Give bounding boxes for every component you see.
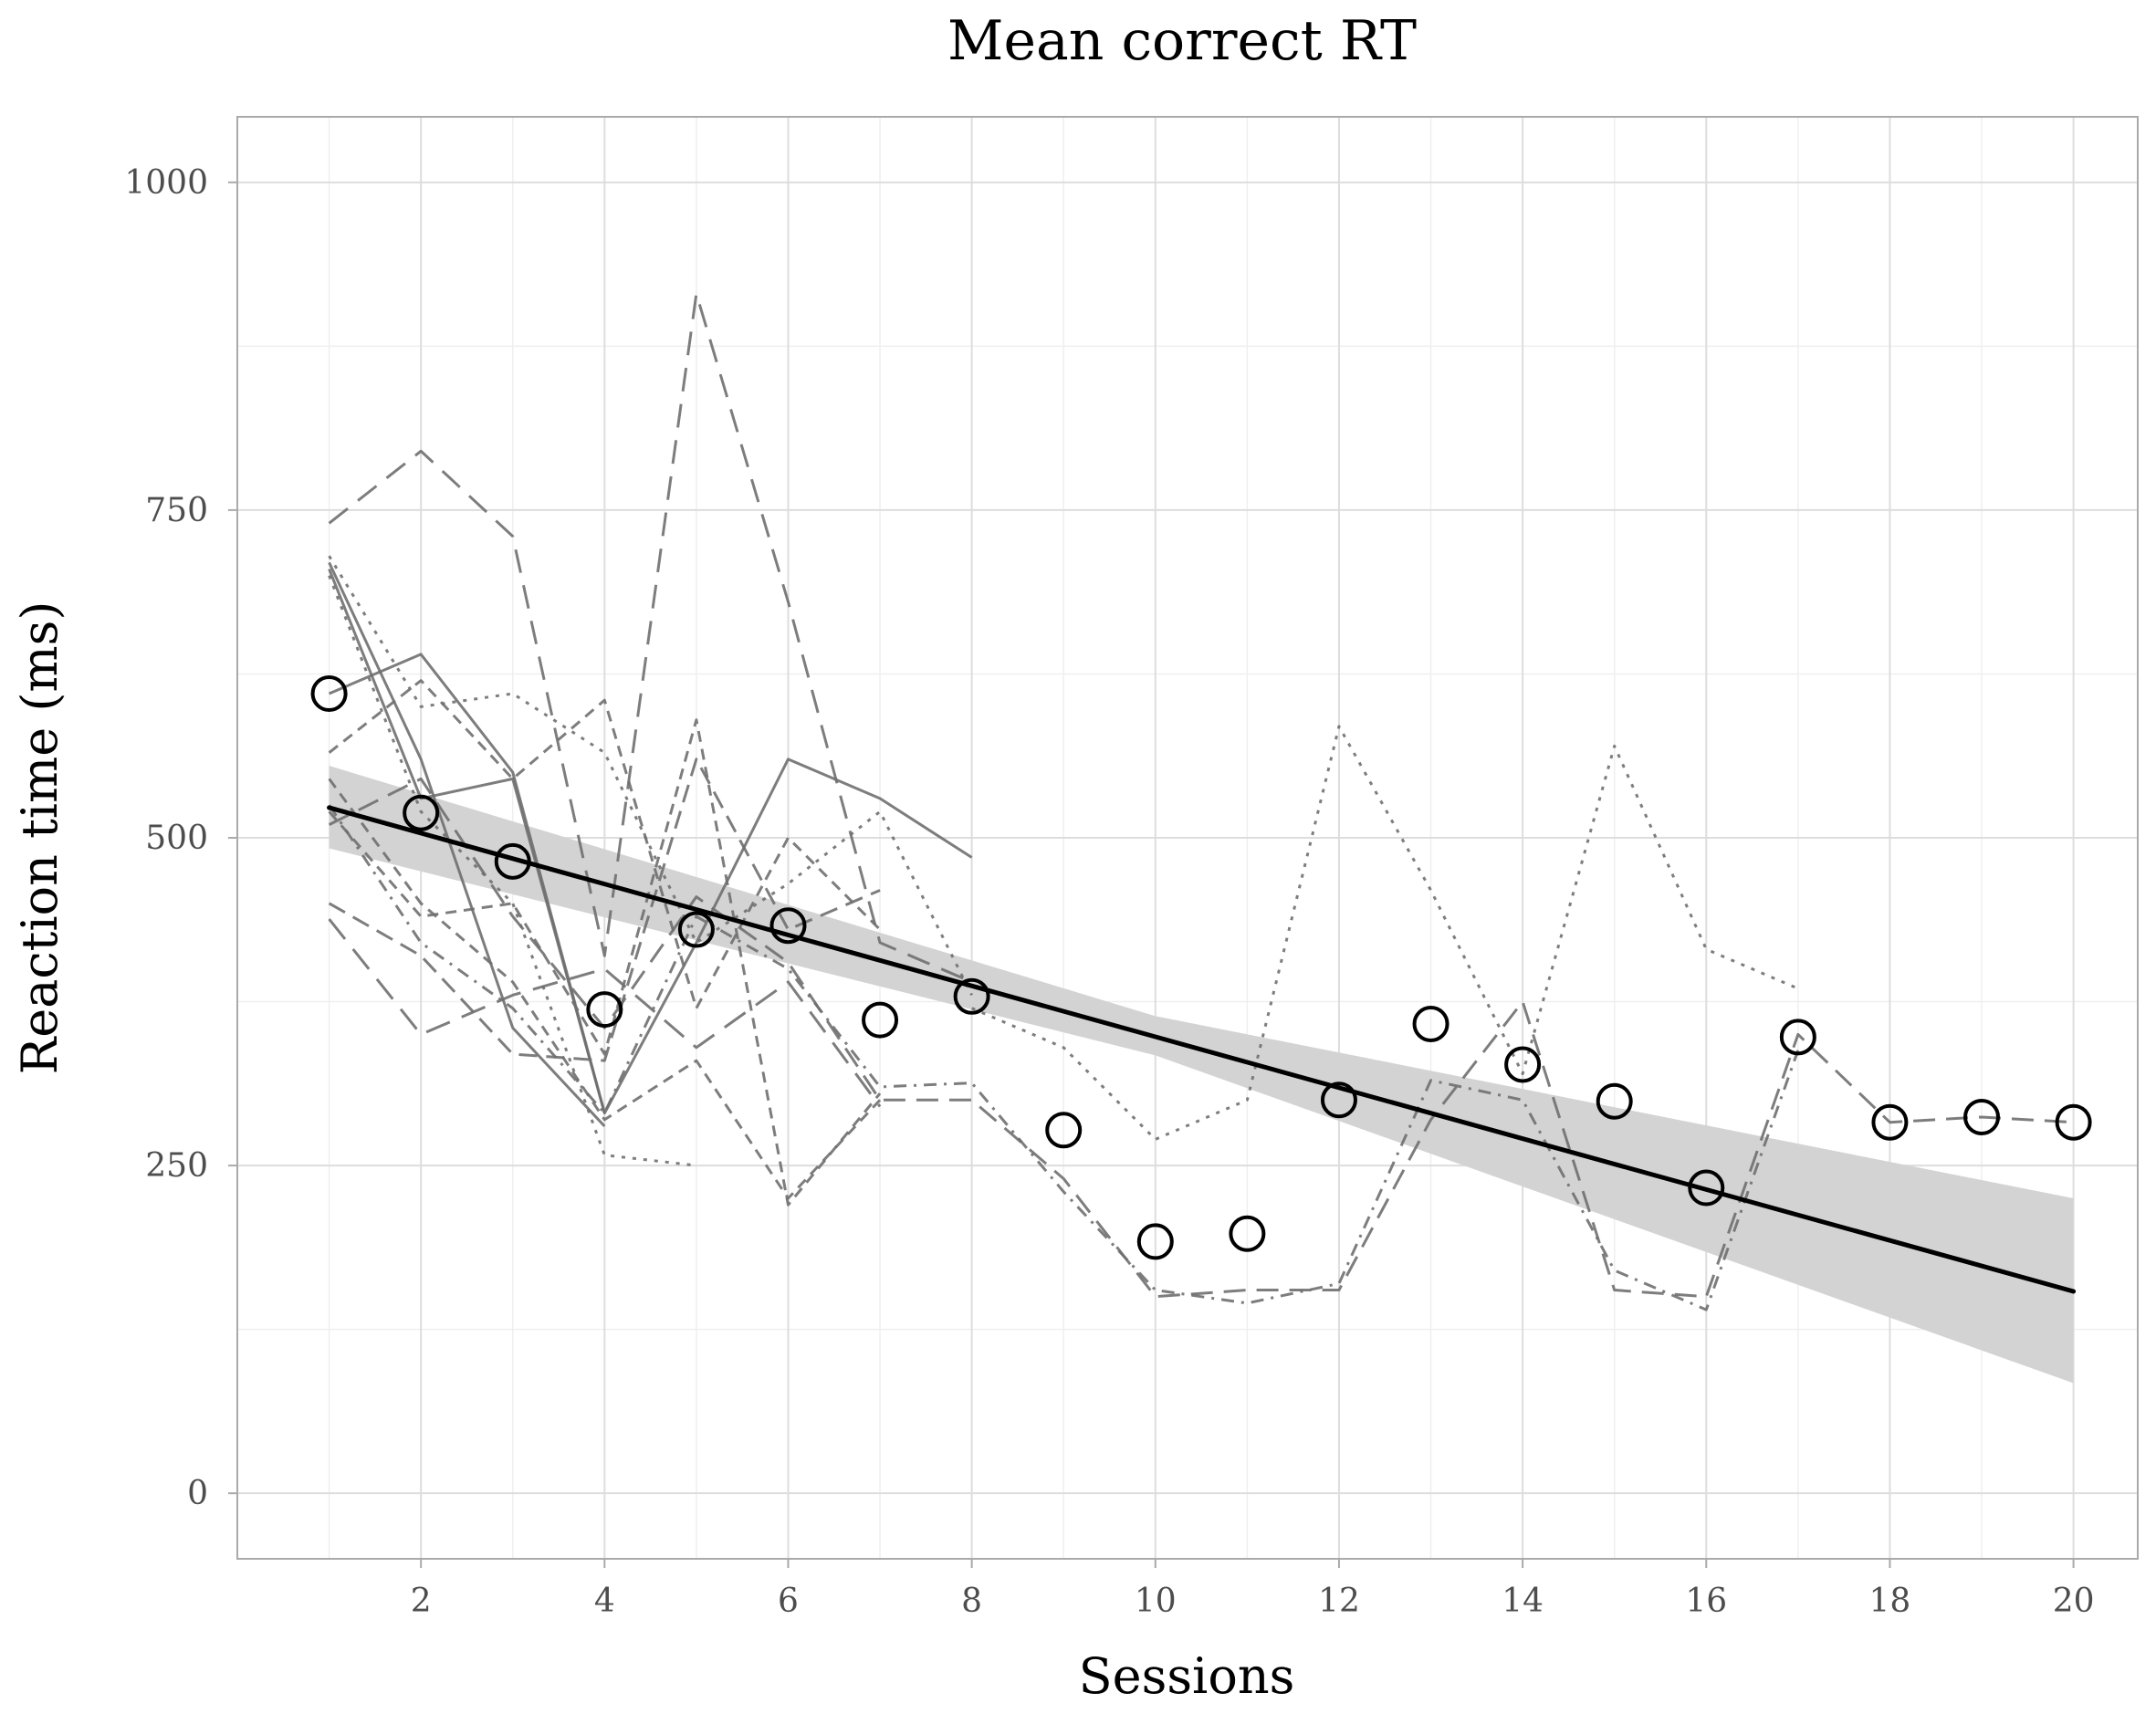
mean-point — [1504, 1046, 1542, 1083]
individual-series-line-7 — [328, 679, 882, 1010]
x-tick-label: 12 — [1318, 1583, 1360, 1620]
x-tick-label: 8 — [961, 1583, 982, 1620]
individual-series-line-8 — [328, 718, 882, 1207]
individual-series-line-12 — [328, 804, 1800, 1311]
individual-series-line-3 — [328, 568, 606, 1114]
mean-points-layer — [310, 675, 2092, 1260]
mean-point — [1320, 1081, 1357, 1119]
individual-series-line-9 — [328, 778, 882, 1200]
x-tick-label: 16 — [1685, 1583, 1727, 1620]
y-tick-label: 1000 — [124, 164, 208, 202]
mean-point — [1963, 1098, 2001, 1135]
y-tick-label: 250 — [145, 1147, 208, 1185]
mean-point — [1871, 1103, 1909, 1141]
mean-point — [494, 842, 531, 880]
mean-point — [2055, 1103, 2092, 1141]
mean-point — [1136, 1223, 1174, 1260]
mean-point — [1779, 1019, 1816, 1056]
x-axis-title: Sessions — [1079, 1647, 1295, 1705]
x-tick-label: 14 — [1502, 1583, 1544, 1620]
mean-point — [769, 907, 807, 945]
mean-point — [310, 675, 348, 712]
individual-series-line-1 — [328, 292, 973, 984]
x-axis-ticks: 2 4 6 8 10 12 14 16 18 20 — [411, 1559, 2095, 1620]
x-tick-label: 10 — [1135, 1583, 1177, 1620]
confidence-ribbon-layer — [329, 766, 2074, 1384]
confidence-ribbon — [329, 766, 2074, 1384]
fit-line — [327, 805, 2077, 1294]
x-tick-label: 20 — [2053, 1583, 2095, 1620]
mean-point — [403, 794, 440, 831]
x-tick-label: 6 — [778, 1583, 799, 1620]
mean-point — [1229, 1215, 1266, 1252]
mean-point — [677, 911, 715, 948]
individual-series-line-10 — [328, 918, 882, 1108]
y-tick-label: 750 — [145, 492, 208, 529]
y-axis-title: Reaction time (ms) — [11, 601, 68, 1075]
fit-line-layer — [327, 805, 2077, 1294]
individual-series-line-2 — [328, 653, 973, 1115]
individual-series-line-5 — [328, 555, 973, 997]
y-tick-label: 0 — [187, 1475, 208, 1512]
mean-point — [1596, 1082, 1633, 1120]
individual-series-line-14 — [971, 725, 1799, 1141]
mean-point — [862, 1001, 899, 1039]
mean-point — [1412, 1005, 1450, 1042]
mean-point — [953, 977, 990, 1015]
mean-point — [1688, 1169, 1725, 1207]
mean-point — [1045, 1112, 1083, 1149]
x-tick-label: 18 — [1869, 1583, 1911, 1620]
mean-point — [586, 991, 623, 1029]
individual-series-line-11 — [328, 758, 881, 1062]
chart-title: Mean correct RT — [947, 9, 1417, 73]
x-tick-label: 2 — [411, 1583, 432, 1620]
x-tick-label: 4 — [594, 1583, 615, 1620]
y-axis-ticks: 0 250 500 750 1000 — [124, 164, 237, 1512]
individual-series-line-6 — [328, 575, 697, 1167]
y-tick-label: 500 — [145, 820, 208, 857]
individual-series-line-4 — [328, 561, 606, 1128]
